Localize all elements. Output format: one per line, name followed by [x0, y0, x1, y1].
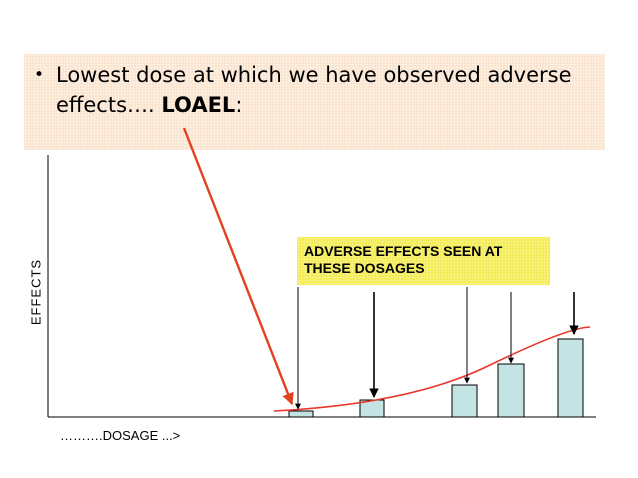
- loael-pointer-arrow: [182, 127, 294, 406]
- bullet-text: Lowest dose at which we have observed ad…: [34, 60, 594, 120]
- callout-box: [297, 237, 550, 285]
- bar-1: [288, 410, 314, 418]
- bullet-colon: :: [235, 93, 243, 117]
- bullet-dot: •: [34, 65, 45, 85]
- callout-text: ADVERSE EFFECTS SEEN AT THESE DOSAGES: [304, 243, 549, 277]
- callout-line-2: THESE DOSAGES: [304, 260, 425, 276]
- bullet-text-main: Lowest dose at which we have observed ad…: [56, 63, 572, 117]
- loael-term: LOAEL: [161, 93, 236, 117]
- bar-5: [557, 338, 584, 418]
- bullet-item: • Lowest dose at which we have observed …: [34, 60, 594, 120]
- bar-3: [451, 384, 478, 418]
- bullet-banner: [24, 54, 605, 150]
- callout-line-1: ADVERSE EFFECTS SEEN AT: [304, 243, 503, 259]
- dose-response-curve: [273, 326, 591, 412]
- bar-4: [497, 363, 525, 418]
- x-axis-label: ……….DOSAGE ...>: [60, 428, 181, 443]
